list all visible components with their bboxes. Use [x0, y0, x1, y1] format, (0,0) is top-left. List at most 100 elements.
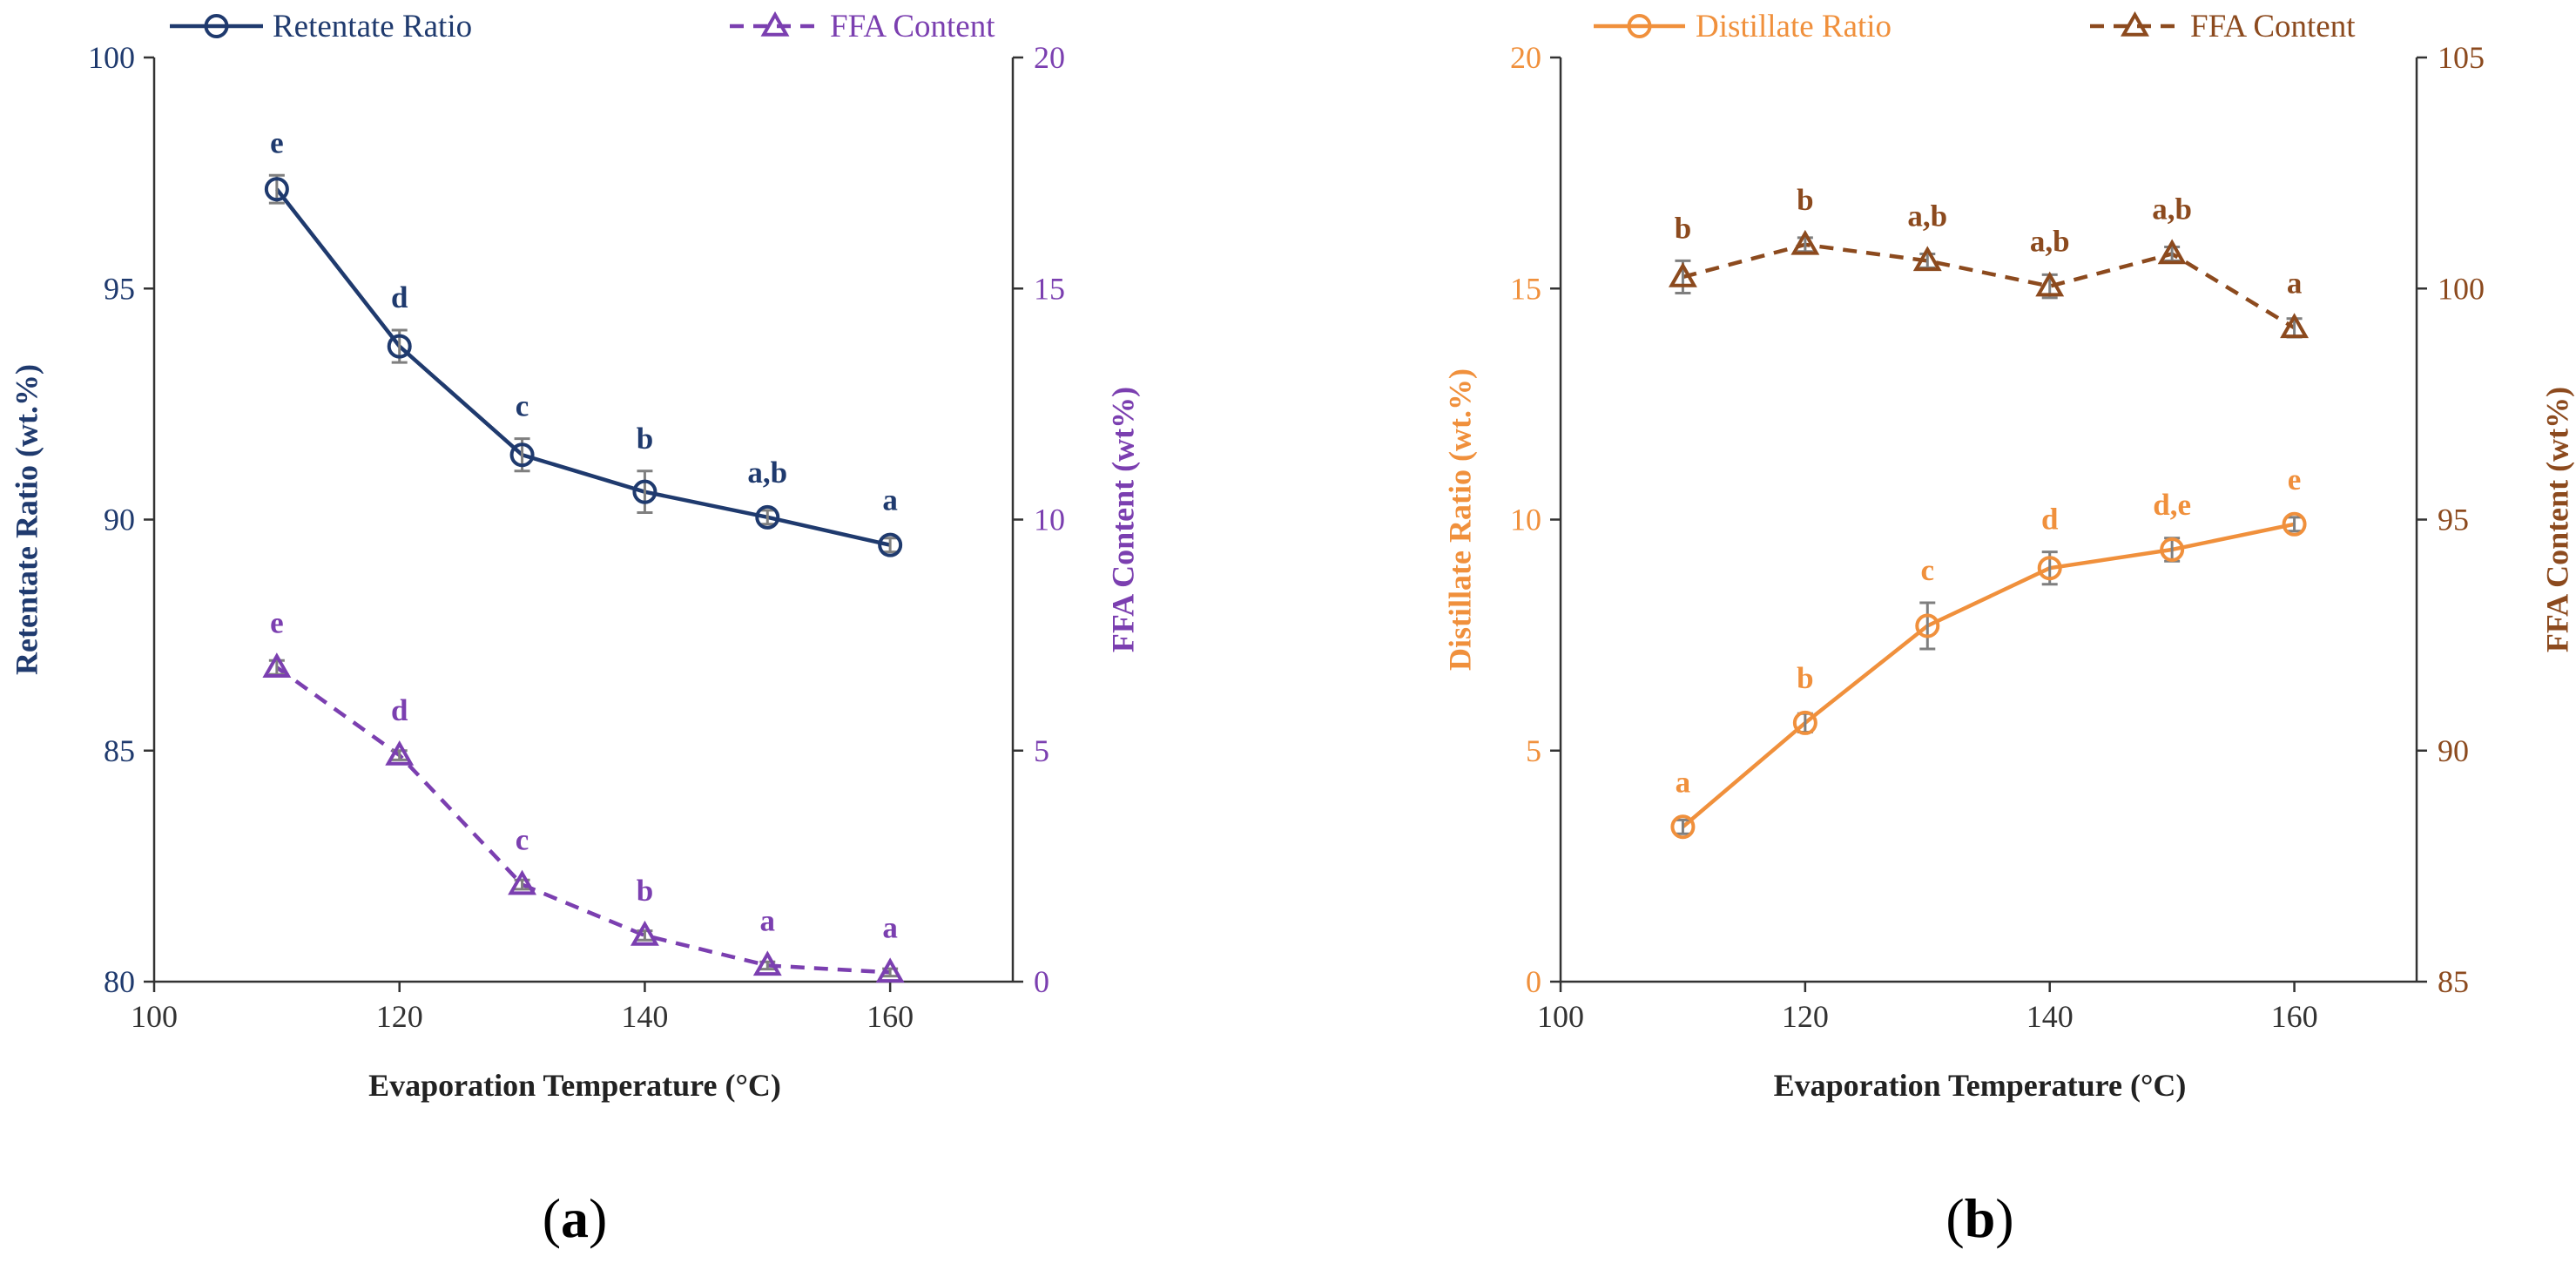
right-y-tick-label: 100 — [2438, 271, 2485, 306]
left-y-tick-label: 0 — [1526, 964, 1541, 999]
data-point — [1668, 261, 1697, 287]
chart-panel-1: 100 120 140 160 80 85 90 95 100 0 5 10 15 20 Retentate… — [9, 9, 1140, 1249]
data-point — [2035, 271, 2065, 297]
significance-label: c — [516, 823, 529, 857]
significance-label: a — [1676, 765, 1691, 799]
x-tick-label: 140 — [621, 999, 668, 1034]
data-point — [875, 957, 905, 983]
series-distillate-ratio: a b c d d,e e — [1670, 463, 2307, 840]
left-y-tick-label: 80 — [104, 964, 135, 999]
right-y-tick-label: 5 — [1034, 733, 1049, 768]
legend-label: FFA Content — [2190, 9, 2356, 44]
right-y-tick-label: 105 — [2438, 40, 2485, 75]
data-point — [2280, 313, 2310, 339]
panel-label-letter: b — [1965, 1187, 1996, 1249]
x-tick-label: 120 — [1782, 999, 1829, 1034]
significance-label: c — [516, 389, 529, 423]
legend-marker — [760, 10, 790, 37]
data-point — [264, 177, 289, 202]
legend-entry: Retentate Ratio — [170, 9, 472, 44]
data-point — [2157, 239, 2187, 265]
legend-marker — [1627, 14, 1652, 38]
significance-label: a,b — [747, 456, 787, 490]
left-y-tick-label: 90 — [104, 503, 135, 537]
x-tick-label: 120 — [376, 999, 423, 1034]
left-y-tick-label: 85 — [104, 733, 135, 768]
left-y-tick-label: 100 — [88, 40, 135, 75]
legend-entry: FFA Content — [2090, 9, 2356, 44]
significance-label: e — [2288, 463, 2302, 496]
right-y-tick-label: 90 — [2438, 733, 2469, 768]
data-point — [632, 479, 657, 504]
data-point — [755, 504, 780, 530]
data-point — [1670, 814, 1696, 840]
significance-label: c — [1921, 553, 1935, 587]
panel-label-open: ( — [543, 1187, 561, 1249]
data-point — [262, 652, 292, 679]
x-tick-label: 100 — [131, 999, 178, 1034]
panel-label-letter: a — [561, 1187, 589, 1249]
right-y-axis-title: FFA Content (wt%) — [2539, 387, 2574, 652]
left-y-axis-title: Distillate Ratio (wt.%) — [1442, 368, 1477, 671]
data-point — [1912, 246, 1942, 272]
right-y-tick-label: 20 — [1034, 40, 1065, 75]
panel-label-close: ) — [1995, 1187, 2013, 1249]
panel-label: (a) — [543, 1187, 608, 1249]
x-tick-label: 160 — [867, 999, 914, 1034]
data-point — [1792, 710, 1817, 735]
data-point — [2160, 537, 2185, 562]
x-axis-title: Evaporation Temperature (°C) — [368, 1068, 781, 1103]
significance-label: a — [760, 903, 776, 937]
significance-label: b — [1797, 661, 1813, 695]
right-y-tick-label: 15 — [1034, 271, 1065, 306]
series-line — [1682, 242, 2296, 330]
data-point — [2037, 556, 2062, 581]
significance-label: b — [1797, 183, 1813, 217]
x-tick-label: 160 — [2271, 999, 2318, 1034]
right-y-tick-label: 10 — [1034, 503, 1065, 537]
significance-label: a,b — [1907, 199, 1947, 233]
significance-label: a — [882, 483, 898, 517]
panel-label-close: ) — [589, 1187, 607, 1249]
left-y-tick-label: 15 — [1510, 271, 1541, 306]
significance-label: b — [1675, 211, 1691, 245]
data-point — [630, 920, 659, 946]
significance-label: d — [2041, 503, 2059, 537]
left-y-tick-label: 5 — [1526, 733, 1541, 768]
significance-label: d — [391, 280, 408, 314]
data-point — [387, 334, 412, 359]
significance-label: a,b — [2030, 225, 2070, 259]
left-y-axis-title: Retentate Ratio (wt.%) — [9, 364, 44, 675]
legend-label: Distillate Ratio — [1696, 9, 1892, 44]
right-y-tick-label: 85 — [2438, 964, 2469, 999]
series-retentate-ratio: e d c b a,b a — [264, 125, 903, 557]
data-point — [2282, 511, 2307, 537]
data-point — [508, 869, 537, 895]
data-point — [1790, 229, 1820, 255]
legend-entry: FFA Content — [730, 9, 995, 44]
left-y-tick-label: 10 — [1510, 503, 1541, 537]
significance-label: d — [391, 693, 408, 727]
significance-label: e — [270, 125, 284, 159]
significance-label: d,e — [2153, 488, 2191, 522]
right-y-tick-label: 95 — [2438, 503, 2469, 537]
x-tick-label: 100 — [1537, 999, 1584, 1034]
right-y-tick-label: 0 — [1034, 964, 1049, 999]
left-y-tick-label: 95 — [104, 271, 135, 306]
chart-panel-2: 100 120 140 160 0 5 10 15 20 85 90 95 100 105 Distilla… — [1442, 9, 2574, 1249]
data-point — [752, 950, 782, 976]
legend-marker — [2121, 10, 2149, 37]
data-point — [509, 442, 535, 468]
series-line — [1681, 522, 2296, 828]
series-ffa-content: e d c b a a — [262, 605, 905, 983]
legend-label: FFA Content — [830, 9, 995, 44]
significance-label: b — [637, 874, 653, 908]
legend-marker — [204, 14, 229, 38]
significance-label: e — [270, 605, 284, 639]
series-line — [275, 187, 891, 547]
significance-label: b — [637, 422, 653, 456]
data-point — [385, 740, 415, 766]
panel-label: (b) — [1945, 1187, 2013, 1249]
x-axis-title: Evaporation Temperature (°C) — [1774, 1068, 2187, 1103]
significance-label: a,b — [2152, 192, 2192, 226]
